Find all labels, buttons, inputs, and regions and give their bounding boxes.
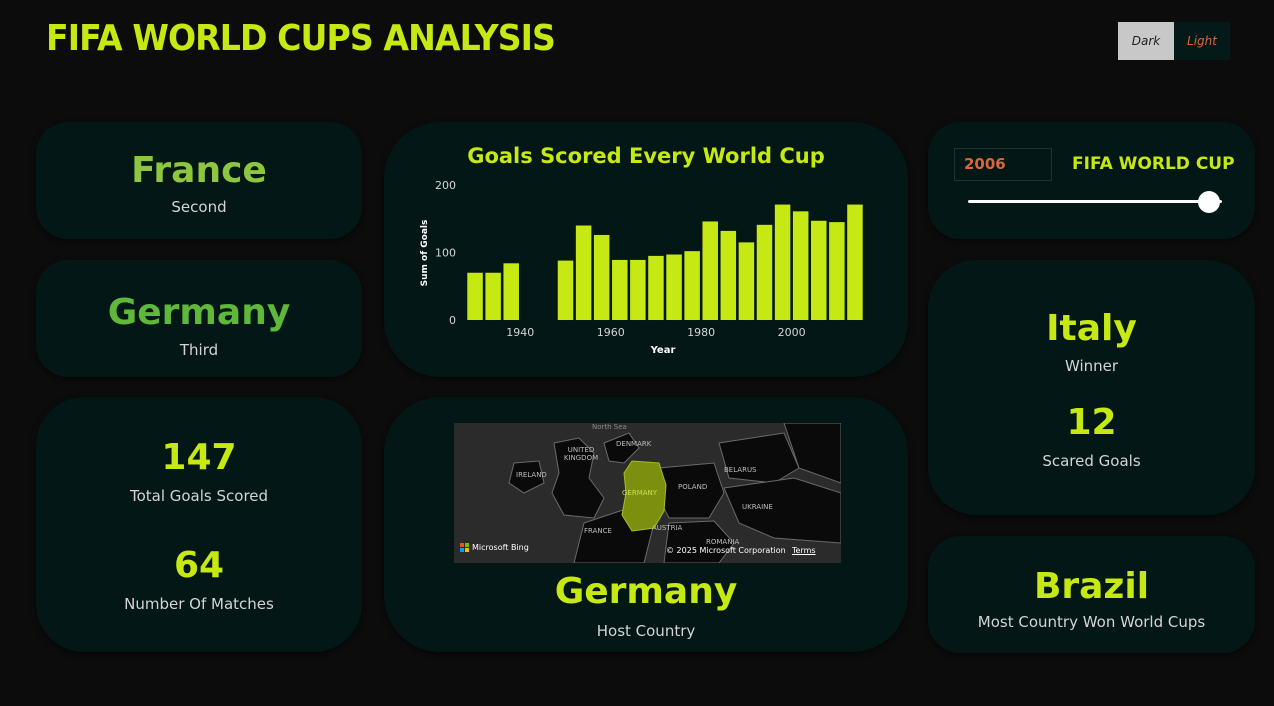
year-slider-card: 2006 FIFA WORLD CUP: [928, 122, 1255, 239]
bar-1938[interactable]: [503, 263, 519, 320]
map-label-austria: AUSTRIA: [652, 524, 683, 532]
year-slider-thumb[interactable]: [1198, 191, 1221, 213]
winner-goals-label: Scared Goals: [1042, 452, 1141, 470]
bar-1998[interactable]: [774, 204, 791, 320]
y-tick-label: 100: [435, 247, 456, 260]
map-label-germany: GERMANY: [622, 489, 658, 497]
y-axis-label: Sum of Goals: [420, 220, 430, 287]
slider-label: FIFA WORLD CUP: [1072, 154, 1235, 174]
chart-title: Goals Scored Every World Cup: [467, 144, 825, 168]
bar-1954[interactable]: [575, 225, 592, 321]
second-place-card: France Second: [36, 122, 362, 239]
bar-1934[interactable]: [485, 272, 501, 320]
map-label-poland: POLAND: [678, 483, 708, 491]
bar-1950[interactable]: [557, 260, 574, 320]
map-svg: [454, 423, 841, 563]
host-country-map[interactable]: North Sea DENMARK UNITED KINGDOM IRELAND…: [454, 423, 841, 563]
microsoft-logo-icon: [460, 543, 469, 552]
bar-2014[interactable]: [847, 204, 863, 320]
year-slider-track[interactable]: [968, 200, 1222, 203]
most-wins-label: Most Country Won World Cups: [977, 613, 1206, 631]
y-tick-label: 0: [449, 314, 456, 327]
third-place-label: Third: [179, 341, 219, 359]
bar-1966[interactable]: [630, 259, 646, 320]
second-place-label: Second: [171, 198, 227, 216]
page-title: FIFA WORLD CUPS ANALYSIS: [46, 18, 556, 59]
y-tick-label: 200: [435, 179, 456, 192]
winner-goals-value: 12: [1066, 402, 1117, 443]
bar-1986[interactable]: [720, 230, 737, 320]
bar-1974[interactable]: [666, 254, 682, 320]
winner-card: Italy Winner 12 Scared Goals: [928, 260, 1255, 515]
most-wins-country: Brazil: [1033, 566, 1150, 607]
bar-1994[interactable]: [756, 224, 773, 320]
goals-chart-card: Goals Scored Every World Cup 0 100 200 194…: [384, 122, 908, 377]
map-label-france: FRANCE: [584, 527, 612, 535]
bar-2006[interactable]: [811, 220, 827, 320]
bar-1970[interactable]: [648, 255, 664, 320]
map-label-belarus: BELARUS: [724, 466, 757, 474]
x-tick-label: 1980: [687, 326, 715, 339]
x-tick-label: 2000: [778, 326, 806, 339]
host-country-value: Germany: [554, 571, 738, 612]
theme-toggle: Dark Light: [1118, 22, 1230, 60]
map-brand-text: Microsoft Bing: [472, 543, 529, 552]
bar-1962[interactable]: [612, 259, 628, 320]
map-label-romania: ROMANIA: [706, 538, 740, 546]
x-axis-label: Year: [650, 345, 676, 356]
map-label-ukraine: UKRAINE: [742, 503, 773, 511]
total-goals-label: Total Goals Scored: [129, 487, 269, 505]
bar-1978[interactable]: [684, 251, 700, 320]
most-wins-card: Brazil Most Country Won World Cups: [928, 536, 1255, 653]
bar-2002[interactable]: [792, 211, 809, 320]
light-theme-button[interactable]: Light: [1174, 22, 1230, 60]
winner-label: Winner: [1064, 357, 1119, 375]
bar-1958[interactable]: [593, 234, 610, 320]
map-attribution: © 2025 Microsoft Corporation: [666, 546, 786, 555]
map-brand: Microsoft Bing: [460, 543, 529, 552]
dark-theme-button[interactable]: Dark: [1118, 22, 1174, 60]
host-country-label: Host Country: [596, 622, 696, 640]
map-label-north-sea: North Sea: [592, 423, 627, 431]
x-tick-label: 1940: [506, 326, 534, 339]
bar-1982[interactable]: [702, 221, 718, 320]
total-goals-value: 147: [161, 437, 237, 478]
x-tick-label: 1960: [597, 326, 625, 339]
winner-country: Italy: [1046, 308, 1137, 349]
goals-bar-chart: 0 100 200 1940 1960 1980 2000 Sum of Goals Ye…: [420, 179, 863, 356]
matches-value: 64: [173, 545, 225, 586]
bar-2010[interactable]: [829, 222, 845, 320]
bar-1990[interactable]: [738, 242, 755, 320]
host-country-card: North Sea DENMARK UNITED KINGDOM IRELAND…: [384, 397, 908, 652]
third-place-country: Germany: [107, 292, 291, 333]
map-terms-link[interactable]: Terms: [792, 546, 816, 555]
bar-1930[interactable]: [467, 272, 483, 320]
map-label-ireland: IRELAND: [516, 471, 547, 479]
third-place-card: Germany Third: [36, 260, 362, 377]
year-input[interactable]: 2006: [954, 148, 1052, 181]
matches-label: Number Of Matches: [124, 595, 274, 613]
map-label-uk: UNITED KINGDOM: [563, 446, 599, 462]
map-label-denmark: DENMARK: [616, 440, 652, 448]
second-place-country: France: [131, 150, 267, 191]
totals-card: 147 Total Goals Scored 64 Number Of Matc…: [36, 397, 362, 652]
